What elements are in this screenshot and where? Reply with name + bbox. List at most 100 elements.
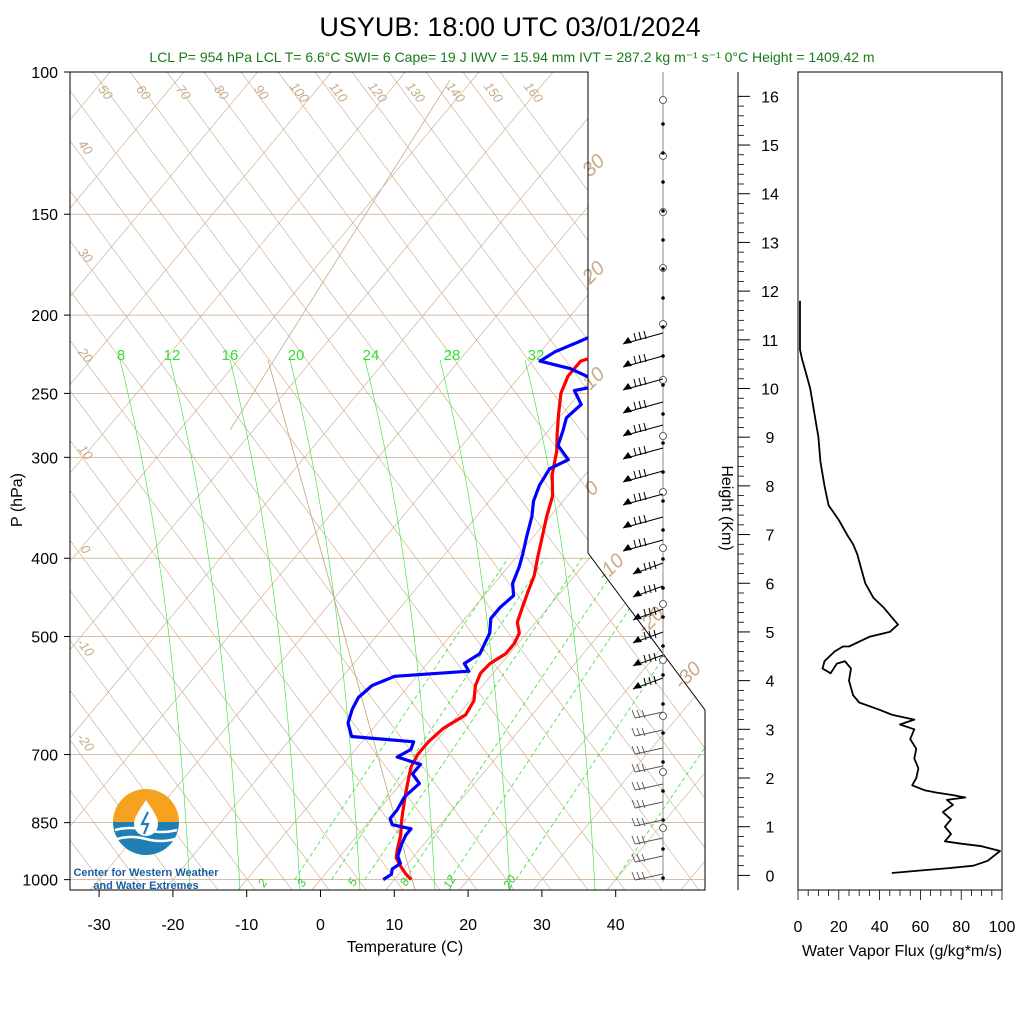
wind-level-dot bbox=[661, 441, 665, 445]
wind-barb-feather bbox=[636, 763, 641, 773]
isotherm-line bbox=[70, 72, 185, 890]
dry-adiabat-line bbox=[70, 72, 700, 890]
height-tick-label: 12 bbox=[761, 284, 779, 301]
wind-level-dot bbox=[661, 586, 665, 590]
mixing-ratio-line bbox=[294, 558, 509, 880]
moist-adiabat-line bbox=[364, 359, 436, 890]
isotherm-label-left: 20 bbox=[75, 344, 97, 366]
x-axis-label: Temperature (C) bbox=[347, 939, 463, 956]
wind-barb-feather bbox=[641, 835, 646, 845]
dry-adiabat-line bbox=[70, 72, 705, 890]
isotherm-label-right: 30 bbox=[578, 150, 609, 181]
wind-barb-feather bbox=[648, 584, 652, 594]
dry-adiabat-line bbox=[0, 0, 33, 890]
dry-adiabat-line bbox=[70, 72, 705, 890]
wind-barb-feather bbox=[643, 537, 647, 547]
dry-adiabat-line bbox=[70, 72, 663, 890]
dry-adiabat-line bbox=[70, 72, 705, 890]
dry-adiabat-line bbox=[70, 72, 626, 890]
wind-calm-marker bbox=[659, 656, 667, 664]
height-tick-label: 6 bbox=[766, 576, 775, 593]
isotherm-label-top: 110 bbox=[326, 79, 351, 105]
wind-level-dot bbox=[661, 267, 665, 271]
dry-adiabat-line bbox=[70, 72, 705, 890]
isotherm-line bbox=[70, 72, 701, 890]
dry-adiabat-line bbox=[70, 72, 404, 890]
wind-barb-feather bbox=[653, 629, 657, 639]
wind-level-dot bbox=[661, 847, 665, 851]
isotherm-line bbox=[533, 72, 705, 890]
y-tick-label: 150 bbox=[31, 207, 58, 224]
wind-level-dot bbox=[661, 296, 665, 300]
wind-barb-pennant bbox=[633, 682, 642, 689]
mixing-ratio-label-bottom: 2 bbox=[254, 876, 270, 890]
wind-barb-pennant bbox=[623, 452, 632, 459]
wind-barb-feather bbox=[631, 871, 636, 881]
x-tick-label: 10 bbox=[385, 917, 403, 934]
dry-adiabat-line bbox=[70, 72, 552, 890]
wind-barb-feather bbox=[641, 853, 646, 863]
isotherm-label-right: -30 bbox=[670, 658, 706, 694]
water-vapor-flux-profile bbox=[799, 300, 1001, 874]
isotherm-label-top: 60 bbox=[133, 82, 154, 103]
wind-barb-pennant bbox=[633, 567, 642, 574]
wind-barb-pennant bbox=[633, 613, 642, 620]
moist-adiabat-line bbox=[439, 359, 511, 890]
mixing-ratio-line bbox=[364, 558, 583, 880]
wind-barb-feather bbox=[641, 871, 646, 881]
mixing-ratio-label-bottom: 12 bbox=[440, 872, 459, 891]
wind-barb-feather bbox=[633, 378, 637, 388]
wind-barb-pennant bbox=[633, 590, 642, 597]
mixing-ratio-label-top: 20 bbox=[288, 347, 305, 364]
wind-level-dot bbox=[661, 731, 665, 735]
wind-barb-feather bbox=[641, 799, 646, 809]
wind-barb-feather bbox=[643, 399, 647, 409]
chart-subtitle: LCL P= 954 hPa LCL T= 6.6°C SWI= 6 Cape=… bbox=[149, 49, 874, 65]
height-tick-label: 15 bbox=[761, 138, 779, 155]
height-tick-label: 7 bbox=[766, 528, 775, 545]
isotherm-label-top: 150 bbox=[481, 79, 507, 106]
wind-barb-feather bbox=[638, 469, 642, 479]
wind-level-dot bbox=[661, 557, 665, 561]
wind-barb-feather bbox=[653, 583, 657, 593]
wind-barb-feather bbox=[636, 799, 641, 809]
isotherm-line bbox=[606, 72, 705, 890]
wind-level-dot bbox=[661, 383, 665, 387]
isotherm-line bbox=[70, 72, 258, 890]
wind-barb-feather bbox=[631, 709, 636, 719]
wind-barb-feather bbox=[641, 745, 646, 755]
wind-level-dot bbox=[661, 122, 665, 126]
dry-adiabat-line bbox=[70, 72, 478, 890]
skewt-frame bbox=[69, 71, 706, 891]
wind-barb-feather bbox=[648, 676, 652, 686]
wind-barb-feather bbox=[638, 400, 642, 410]
x-tick-label: 40 bbox=[607, 917, 625, 934]
mixing-ratio-label-top: 8 bbox=[117, 347, 125, 364]
isotherm-label-top: 80 bbox=[211, 82, 232, 103]
moist-adiabat-line bbox=[524, 359, 596, 890]
wind-barb-feather bbox=[631, 763, 636, 773]
y-tick-label: 1000 bbox=[22, 873, 58, 890]
y-tick-label: 850 bbox=[31, 816, 58, 833]
wind-calm-marker bbox=[659, 432, 667, 440]
wind-level-dot bbox=[661, 499, 665, 503]
height-tick-label: 9 bbox=[766, 430, 775, 447]
dry-adiabat-line bbox=[70, 72, 441, 890]
isotherm-label-left: 30 bbox=[75, 245, 96, 266]
mixing-ratio-label-top: 28 bbox=[444, 347, 461, 364]
wind-barb-feather bbox=[636, 853, 641, 863]
wind-barb-pennant bbox=[623, 544, 632, 551]
isotherm-line bbox=[755, 72, 1024, 890]
flux-x-axis-label: Water Vapor Flux (g/kg*m/s) bbox=[802, 943, 1002, 960]
flux-x-tick-label: 0 bbox=[794, 919, 803, 936]
isotherm-line bbox=[70, 72, 480, 890]
mixing-ratio-label-top: 12 bbox=[164, 347, 181, 364]
height-tick-label: 4 bbox=[766, 674, 775, 691]
wind-barb-feather bbox=[641, 709, 646, 719]
wind-barb-feather bbox=[641, 781, 646, 791]
height-tick-label: 13 bbox=[761, 235, 779, 252]
parcel-path-line bbox=[267, 359, 416, 890]
isotherm-line bbox=[385, 72, 705, 890]
